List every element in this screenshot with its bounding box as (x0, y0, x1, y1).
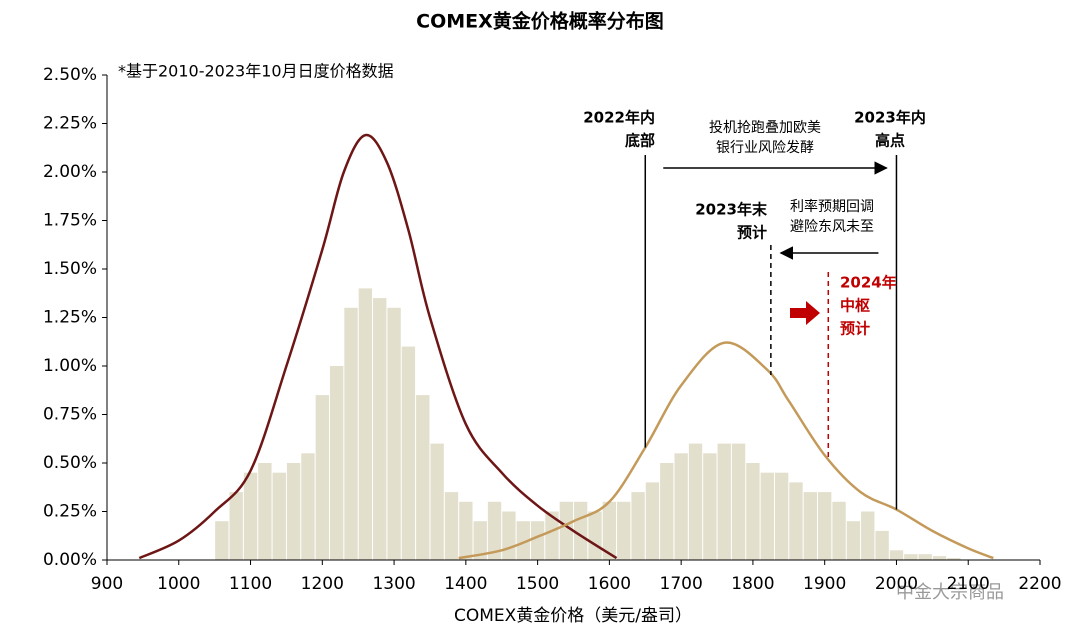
histogram-bar (602, 501, 617, 560)
histogram-bar (487, 501, 502, 560)
histogram-bar (774, 472, 789, 560)
histogram-bar (674, 453, 688, 560)
histogram-bar (588, 511, 602, 560)
arrow-label: 避险东风未至 (790, 219, 874, 235)
histogram-bar (889, 550, 904, 560)
histogram-bar (574, 501, 588, 560)
y-tick-label: 2.50% (43, 65, 97, 85)
histogram-bar (315, 395, 329, 560)
y-tick-label: 0.50% (43, 453, 97, 473)
x-tick-label: 2000 (875, 574, 918, 594)
x-tick-label: 1400 (444, 574, 487, 594)
x-tick-label: 2100 (947, 574, 990, 594)
histogram-bar (717, 443, 731, 560)
histogram-bar (286, 463, 301, 560)
histogram-bar (932, 556, 947, 560)
x-tick-label: 1900 (803, 574, 846, 594)
histogram-bar (731, 443, 746, 560)
histogram-bar (631, 492, 645, 560)
histogram-bar (918, 554, 932, 560)
y-tick-label: 0.25% (43, 502, 97, 522)
x-tick-label: 1300 (372, 574, 415, 594)
x-tick-label: 1800 (731, 574, 774, 594)
y-tick-label: 1.25% (43, 308, 97, 328)
histogram-bar (832, 501, 846, 560)
histogram-bar (789, 482, 803, 560)
y-tick-label: 2.25% (43, 114, 97, 134)
histogram-bar (559, 501, 573, 560)
histogram-bar (746, 463, 760, 560)
histogram-bar (229, 492, 243, 560)
histogram-bar (416, 395, 430, 560)
histogram-bar (373, 298, 387, 560)
histogram-bar (803, 492, 818, 560)
histogram-bar (301, 453, 315, 560)
histogram-bar (703, 453, 717, 560)
x-tick-label: 1000 (157, 574, 200, 594)
histogram-bar (358, 288, 373, 560)
y-tick-label: 1.00% (43, 356, 97, 376)
x-tick-label: 1200 (301, 574, 344, 594)
histogram-bar (243, 472, 258, 560)
arrow-label: 投机抢跑叠加欧美 (709, 119, 821, 136)
chart-title: COMEX黄金价格概率分布图 (416, 10, 664, 33)
subtitle: *基于2010-2023年10月日度价格数据 (118, 62, 394, 81)
red-arrow (790, 301, 820, 325)
y-tick-label: 0.00% (43, 550, 97, 570)
histogram-bar (215, 521, 229, 560)
histogram-bar (502, 511, 516, 560)
x-tick-label: 900 (91, 574, 123, 594)
annotation-label: 2022年内 (583, 109, 655, 127)
fitted-curve (138, 133, 618, 560)
histogram-bar (329, 366, 344, 560)
histogram-bar (645, 482, 660, 560)
histogram-bar (846, 521, 861, 560)
histogram-bar (473, 521, 487, 560)
histogram-bar (760, 472, 774, 560)
histogram-bar (272, 472, 286, 560)
histogram-bar (904, 554, 918, 560)
histogram-bar (861, 511, 875, 560)
annotation-label: 中枢 (840, 297, 870, 315)
arrow-label: 利率预期回调 (790, 198, 874, 215)
histogram-bar (818, 492, 832, 560)
annotation-label: 底部 (625, 132, 655, 150)
annotation-label: 预计 (737, 224, 767, 242)
histogram-bar (545, 511, 559, 560)
x-tick-label: 1700 (660, 574, 703, 594)
histogram-bar (875, 530, 889, 560)
y-tick-label: 1.50% (43, 259, 97, 279)
y-tick-label: 0.75% (43, 405, 97, 425)
histogram-bar (530, 521, 545, 560)
y-tick-label: 2.00% (43, 162, 97, 182)
annotation-label: 预计 (840, 320, 870, 338)
histogram-bar (258, 463, 272, 560)
annotation-label: 2023年末 (695, 201, 768, 219)
annotation-label: 高点 (875, 132, 905, 150)
fitted-curve (458, 341, 994, 560)
histogram-bar (430, 443, 444, 560)
histogram-bar (516, 521, 530, 560)
histogram-bar (660, 463, 674, 560)
x-tick-label: 1600 (588, 574, 631, 594)
histogram-bar (688, 443, 703, 560)
histogram-bar (344, 307, 358, 560)
histogram-bar (947, 558, 961, 560)
x-axis-title: COMEX黄金价格（美元/盎司） (454, 606, 692, 626)
histogram-bar (401, 346, 416, 560)
histogram-bar (617, 501, 631, 560)
x-tick-label: 1500 (516, 574, 559, 594)
histogram-bar (387, 307, 401, 560)
histogram-bar (459, 501, 473, 560)
watermark: 中金大宗商品 (896, 582, 1004, 603)
histogram-bar (444, 492, 459, 560)
y-tick-label: 1.75% (43, 211, 97, 231)
x-tick-label: 2200 (1018, 574, 1061, 594)
arrow-label: 银行业风险发酵 (716, 140, 814, 156)
annotation-label: 2023年内 (854, 109, 926, 127)
annotation-label: 2024年 (840, 274, 897, 292)
x-tick-label: 1100 (229, 574, 272, 594)
